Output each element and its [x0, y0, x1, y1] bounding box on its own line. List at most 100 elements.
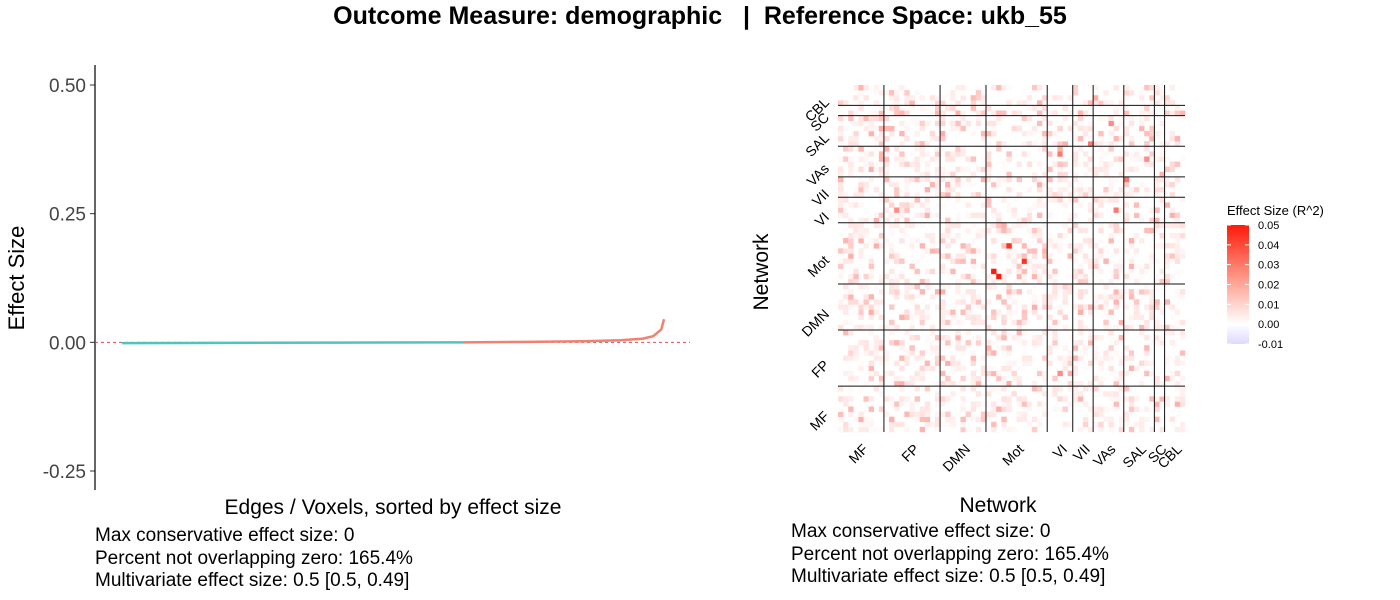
heatmap-cell: [975, 289, 982, 295]
heatmap-cell: [1123, 95, 1130, 101]
heatmap-cell: [1077, 329, 1084, 336]
heatmap-cell: [1077, 268, 1084, 275]
heatmap-cell: [1088, 166, 1094, 173]
heatmap-cell: [955, 340, 961, 346]
heatmap-cell: [1031, 202, 1038, 208]
heatmap-cell: [1072, 212, 1079, 218]
heatmap-cell: [848, 243, 854, 249]
heatmap-cell: [1113, 105, 1119, 111]
heatmap-cell: [1026, 253, 1033, 259]
heatmap-cell: [858, 192, 864, 198]
heatmap-cell: [1077, 426, 1084, 433]
heatmap-cells: [838, 85, 1186, 433]
heatmap-cell: [848, 141, 854, 147]
heatmap-cell: [1001, 166, 1007, 173]
heatmap-cell: [899, 340, 905, 346]
heatmap-cell: [878, 340, 885, 346]
heatmap-cell: [1154, 406, 1160, 412]
heatmap-cell: [1118, 314, 1125, 321]
heatmap-cell: [868, 309, 875, 315]
heatmap-cell: [1082, 340, 1089, 346]
heatmap-cell: [940, 299, 946, 305]
heatmap-cell: [883, 125, 890, 132]
heatmap-cell: [899, 120, 905, 127]
heatmap-cell: [868, 238, 875, 244]
heatmap-cell: [970, 355, 977, 361]
heatmap-cell: [1108, 146, 1114, 152]
heatmap-cell: [1103, 406, 1109, 412]
heatmap-cell: [1011, 227, 1017, 234]
heatmap-cell: [1016, 411, 1022, 417]
heatmap-cell: [863, 273, 869, 280]
heatmap-cell: [1118, 370, 1125, 377]
heatmap-cell: [929, 421, 936, 428]
heatmap-cell: [1088, 360, 1094, 366]
heatmap-cell: [883, 222, 890, 229]
heatmap-cell: [965, 136, 971, 142]
heatmap-cell: [940, 396, 946, 402]
heatmap-cell: [970, 319, 977, 326]
heatmap-cell: [960, 110, 966, 116]
heatmap-cell: [1067, 273, 1074, 280]
heatmap-cell: [1139, 253, 1145, 259]
heatmap-cell: [980, 110, 987, 116]
heatmap-cell: [1011, 258, 1017, 264]
heatmap-cell: [1016, 115, 1022, 122]
heatmap-cell: [1072, 401, 1079, 407]
heatmap-cell: [970, 161, 977, 167]
heatmap-cell: [1139, 324, 1145, 331]
heatmap-cell: [848, 386, 854, 392]
heatmap-cell: [1123, 380, 1130, 387]
heatmap-cell: [1042, 406, 1048, 412]
heatmap-cell: [1026, 232, 1033, 239]
heatmap-cell: [1098, 380, 1104, 387]
heatmap-cell: [1179, 268, 1186, 275]
heatmap-cell: [975, 391, 982, 397]
heatmap-cell: [894, 207, 900, 213]
heatmap-cell: [873, 100, 880, 106]
heatmap-cell: [873, 232, 880, 239]
heatmap-cell: [940, 284, 946, 290]
heatmap-cell: [894, 95, 900, 101]
heatmap-cell: [1047, 110, 1053, 116]
heatmap-cell: [1006, 100, 1012, 106]
heatmap-cell: [1006, 187, 1012, 193]
heatmap-cell: [1098, 141, 1104, 147]
heatmap-cell: [1149, 161, 1155, 167]
heatmap-cell: [904, 187, 910, 193]
heatmap-cell: [955, 181, 961, 188]
heatmap-cell: [868, 192, 875, 198]
heatmap-cell: [1103, 350, 1109, 356]
heatmap-cell: [1139, 284, 1145, 290]
heatmap-cell: [1093, 243, 1099, 249]
heatmap-cell: [848, 202, 854, 208]
heatmap-cell: [914, 141, 920, 147]
heatmap-cell: [1174, 141, 1181, 147]
heatmap-cell: [1179, 375, 1186, 382]
heatmap-cell: [970, 222, 977, 229]
heatmap-cell: [1021, 360, 1028, 366]
heatmap-cell: [1001, 314, 1007, 321]
x-axis-label: Edges / Voxels, sorted by effect size: [225, 496, 562, 519]
heatmap-cell: [1052, 375, 1058, 382]
heatmap-cell: [1093, 85, 1099, 91]
heatmap-cell: [1057, 171, 1063, 178]
x-network-label: MF: [845, 441, 871, 467]
heatmap-cell: [868, 273, 875, 280]
heatmap-cell: [1098, 355, 1104, 361]
heatmap-cell: [1001, 335, 1007, 341]
heatmap-cell: [940, 115, 946, 122]
heatmap-cell: [894, 100, 900, 106]
heatmap-cell: [1072, 391, 1079, 397]
heatmap-cell: [858, 360, 864, 366]
heatmap-cell: [996, 115, 1002, 122]
heatmap-cell: [975, 197, 982, 203]
heatmap-cell: [1031, 171, 1038, 178]
heatmap-cell: [929, 130, 936, 137]
heatmap-cell: [858, 202, 864, 208]
heatmap-cell: [985, 141, 992, 147]
heatmap-cell: [1103, 151, 1109, 157]
heatmap-cell: [985, 197, 992, 203]
heatmap-cell: [873, 141, 880, 147]
heatmap-cell: [899, 212, 905, 218]
